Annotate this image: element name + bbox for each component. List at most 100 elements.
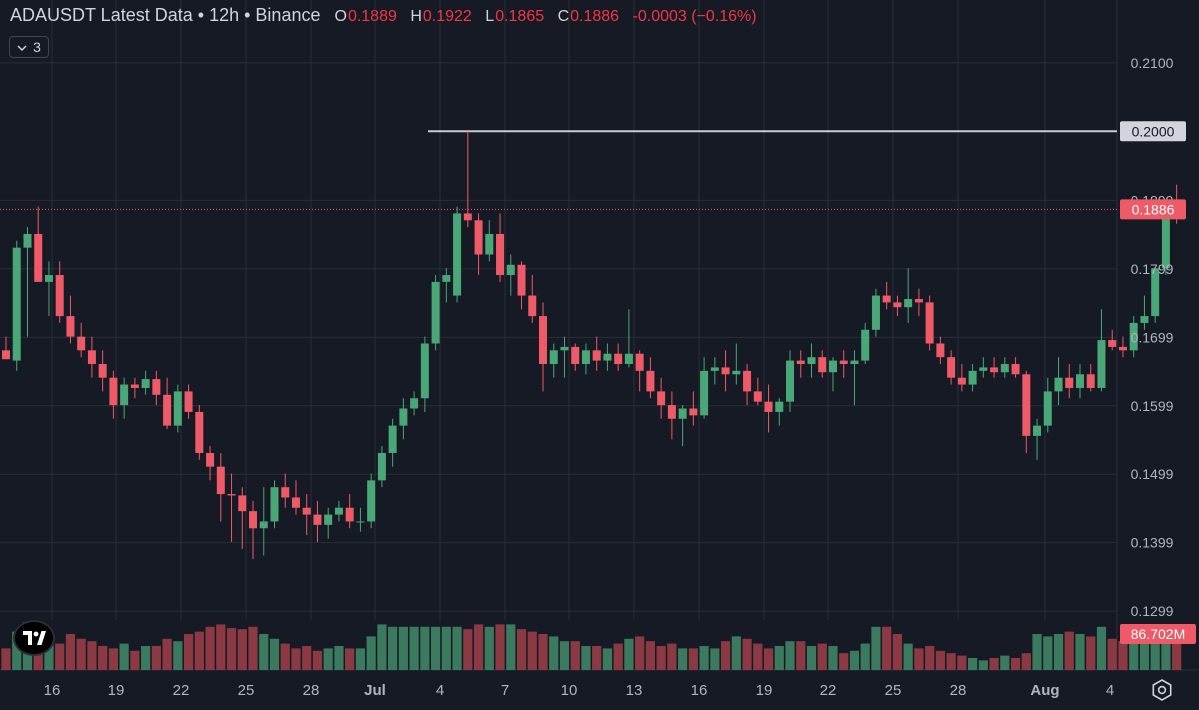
open-value: 0.1889 — [347, 8, 397, 25]
volume-bar — [1172, 626, 1182, 670]
volume-bar — [1107, 638, 1117, 670]
volume-bar — [1096, 626, 1107, 670]
candle-body — [227, 494, 236, 496]
price-axis[interactable]: 0.21000.18990.17990.16990.15990.14990.13… — [1131, 55, 1174, 619]
volume-bar — [720, 641, 731, 670]
volume-bar — [914, 648, 924, 670]
volume-tag — [1120, 624, 1196, 644]
volume-bar — [624, 638, 634, 670]
exchange-label[interactable]: Binance — [255, 5, 321, 25]
candle-body — [700, 370, 709, 416]
volume-bar — [774, 646, 784, 670]
candle-body — [1054, 377, 1063, 392]
candle-body — [281, 487, 290, 498]
volume-bar — [1, 648, 11, 670]
symbol-title[interactable]: ADAUSDT Latest Data — [10, 5, 193, 25]
candle-body — [646, 370, 655, 392]
x-tick-label: 4 — [436, 682, 444, 699]
y-tick-label: 0.2100 — [1131, 55, 1174, 71]
candle-body — [302, 507, 311, 515]
volume-bar — [237, 629, 247, 670]
time-axis[interactable]: 16 19 22 25 28 Jul 4 7 10 13 16 19 22 25 28 Aug 4 — [44, 682, 1115, 699]
volume-bar — [431, 626, 441, 670]
volume-bar — [538, 634, 548, 670]
candle-body — [1065, 377, 1074, 388]
volume-bar — [871, 626, 881, 670]
interval-label[interactable]: 12h — [209, 5, 240, 25]
volume-bar — [205, 626, 215, 670]
x-tick-label: 28 — [303, 682, 320, 699]
x-tick-label: 22 — [173, 682, 190, 699]
volume-bar — [925, 646, 935, 670]
legend-header: ADAUSDT Latest Data • 12h • Binance O0.1… — [10, 5, 766, 26]
volume-bar — [495, 624, 505, 670]
candle-body — [55, 275, 64, 317]
candle-body — [399, 408, 408, 426]
volume-bar — [828, 646, 838, 670]
volume-bar — [194, 631, 204, 670]
volume-bar — [806, 646, 817, 670]
candle-body — [571, 346, 580, 365]
indicator-count: 3 — [33, 39, 41, 55]
candle-body — [549, 350, 558, 365]
candle-body — [77, 336, 86, 351]
candle-body — [130, 384, 139, 388]
volume-bar — [388, 626, 398, 670]
candle-body — [474, 220, 483, 255]
volume-bar — [398, 626, 408, 670]
candle-body — [539, 316, 547, 365]
candle-body — [893, 302, 902, 308]
candle-body — [216, 466, 225, 495]
volume-bar — [302, 646, 312, 670]
volume-bar — [44, 636, 54, 670]
volume-bar — [55, 643, 65, 670]
candle-body — [678, 408, 687, 419]
low-value: 0.1865 — [495, 8, 545, 25]
x-tick-label: 22 — [820, 682, 837, 699]
candle-body — [2, 350, 10, 360]
candle-body — [1097, 340, 1106, 388]
volume-bar — [484, 626, 494, 670]
volume-bar — [183, 634, 194, 670]
candle-body — [324, 514, 333, 525]
volume-bar — [291, 648, 301, 670]
y-tick-label: 0.1299 — [1131, 603, 1174, 619]
candle-body — [882, 295, 891, 303]
volume-bar — [1118, 641, 1128, 670]
volume-bar — [559, 641, 570, 670]
candle-body — [1076, 374, 1084, 388]
volume-bar — [452, 626, 462, 670]
candle-body — [442, 275, 451, 282]
last-price-tag — [1120, 199, 1186, 220]
volume-bar — [1064, 631, 1074, 670]
volume-bar — [141, 646, 151, 670]
candle-body — [506, 264, 515, 276]
volume-bar — [377, 624, 387, 670]
volume-bar — [473, 624, 484, 670]
candle-body — [635, 353, 644, 371]
volume-bar — [1161, 626, 1171, 670]
volume-bar — [516, 629, 527, 670]
x-tick-label: 19 — [108, 682, 125, 699]
volume-bar — [506, 624, 516, 670]
candle-body — [313, 514, 322, 525]
candle-body — [764, 401, 773, 412]
high-value: 0.1922 — [422, 8, 472, 25]
candle-body — [796, 360, 805, 365]
candle-body — [431, 281, 440, 344]
volume-text: 86.702M — [1131, 626, 1185, 642]
y-tick-label: 0.1399 — [1131, 535, 1174, 551]
candle-body — [410, 398, 419, 409]
settings-icon[interactable] — [1150, 678, 1174, 702]
candle-body — [184, 391, 193, 412]
candle-body — [517, 264, 526, 296]
volume-bar — [613, 643, 623, 670]
collapse-indicators-button[interactable]: 3 — [9, 36, 49, 58]
last-price-text: 0.1886 — [1132, 201, 1175, 217]
volume-bar — [667, 643, 677, 670]
volume-bar — [355, 648, 366, 670]
candle-body — [786, 360, 795, 402]
tradingview-logo[interactable] — [13, 620, 55, 656]
close-key: C — [557, 8, 570, 25]
